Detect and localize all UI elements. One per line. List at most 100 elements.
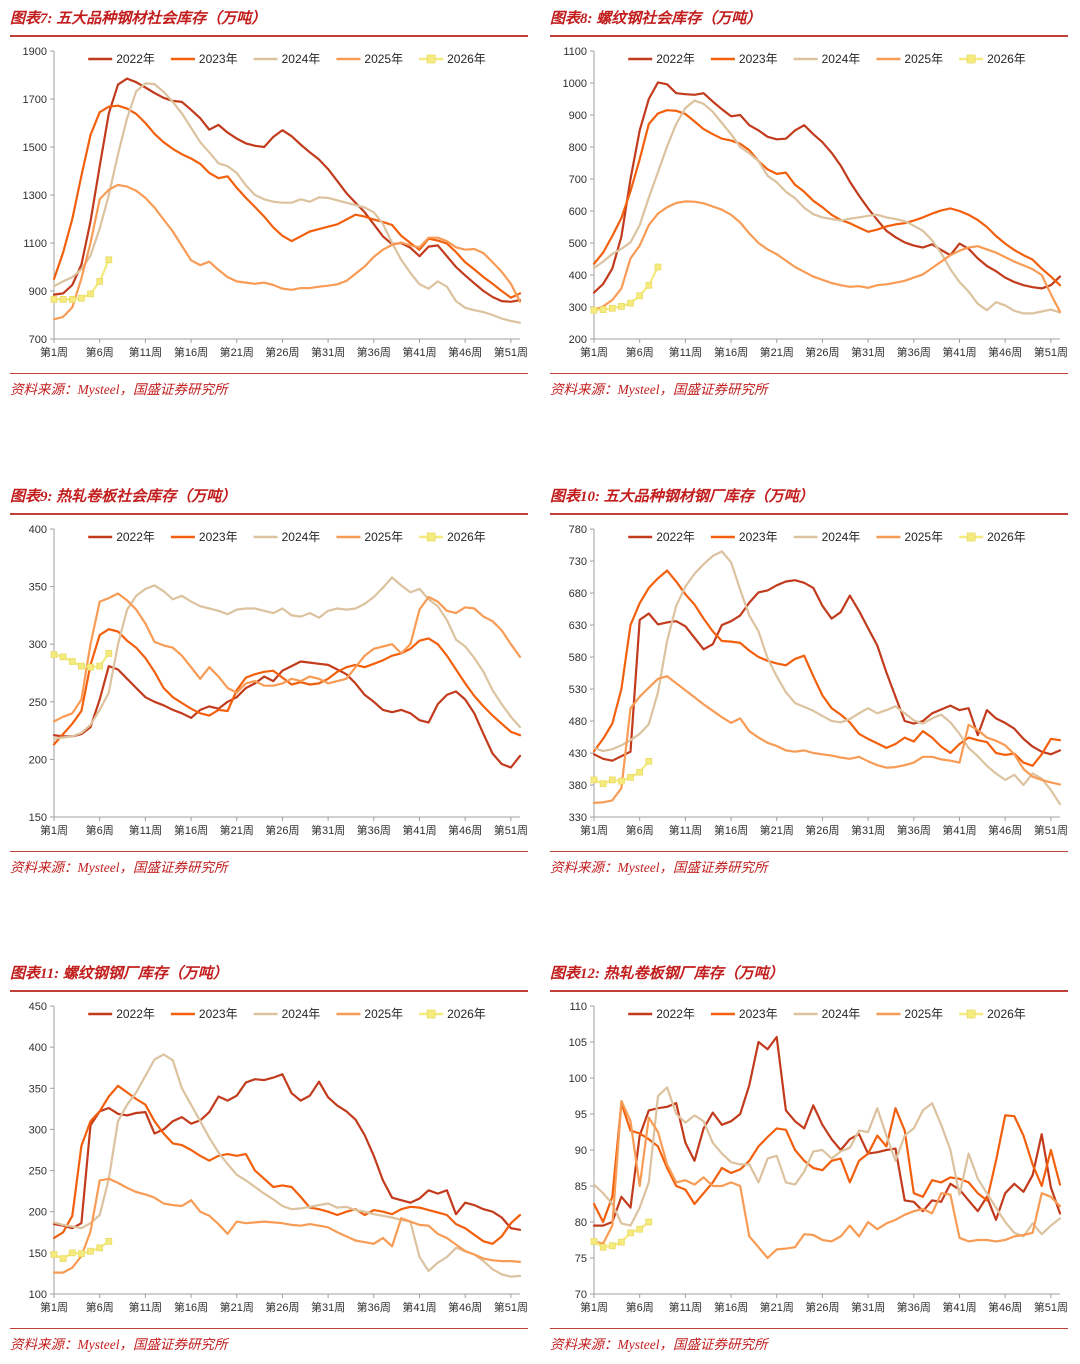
source-note: 资料来源：Mysteel，国盛证券研究所	[550, 860, 768, 875]
series-marker-2026年	[78, 294, 85, 302]
source-divider	[10, 1328, 528, 1329]
series-line-2025年	[592, 1099, 1062, 1260]
y-tick-label: 150	[29, 1248, 47, 1260]
legend-label: 2025年	[904, 1007, 943, 1021]
series-line-2024年	[52, 576, 522, 740]
series-marker-2026年	[636, 292, 644, 300]
series-marker-2026年	[627, 299, 634, 307]
legend-item: 2024年	[253, 530, 320, 544]
legend-item: 2022年	[628, 530, 695, 544]
x-tick-label: 第21周	[760, 1300, 794, 1314]
legend-label: 2024年	[822, 1007, 861, 1021]
y-tick-label: 1500	[23, 142, 47, 154]
y-tick-label: 780	[569, 524, 587, 536]
x-tick-label: 第16周	[174, 823, 208, 837]
y-tick-label: 75	[575, 1253, 587, 1265]
source-divider	[550, 1328, 1068, 1329]
source-note: 资料来源：Mysteel，国盛证券研究所	[10, 382, 228, 397]
series-marker-2026年	[590, 1238, 598, 1245]
y-tick-label: 800	[569, 142, 587, 154]
legend-marker	[966, 54, 976, 64]
series-line-2022年	[592, 1035, 1062, 1227]
legend-item: 2026年	[959, 1007, 1026, 1021]
x-tick-label: 第26周	[805, 345, 839, 359]
y-tick-label: 105	[569, 1037, 587, 1049]
legend-label: 2024年	[822, 52, 861, 66]
series-marker-2026年	[636, 1225, 644, 1233]
series-marker-2026年	[105, 256, 113, 264]
series-line-2025年	[592, 200, 1062, 313]
figure-panel-12: 图表12: 热轧卷板钢厂库存（万吨） 70 75 80 85 90 95 100 105 110…	[540, 955, 1080, 1364]
source-divider	[10, 851, 528, 852]
legend-label: 2026年	[987, 52, 1026, 66]
legend-label: 2022年	[116, 1007, 155, 1021]
legend-label: 2022年	[116, 530, 155, 544]
y-tick-label: 1000	[563, 78, 587, 90]
source-note: 资料来源：Mysteel，国盛证券研究所	[550, 1337, 768, 1352]
series-marker-2026年	[599, 306, 607, 313]
series-marker-2026年	[645, 281, 653, 289]
y-tick-label: 580	[569, 652, 587, 664]
x-tick-label: 第11周	[669, 345, 702, 359]
legend-item: 2026年	[419, 530, 486, 544]
series-line-2024年	[52, 82, 522, 324]
x-tick-label: 第46周	[988, 1300, 1022, 1314]
x-tick-label: 第26周	[265, 345, 299, 359]
series-line-2022年	[592, 81, 1062, 294]
y-tick-label: 1100	[563, 46, 587, 58]
x-tick-label: 第6周	[86, 1300, 114, 1314]
series-marker-2026年	[59, 296, 67, 303]
x-tick-label: 第21周	[220, 345, 254, 359]
legend-item: 2023年	[710, 530, 778, 544]
legend-label: 2025年	[364, 52, 403, 66]
x-tick-label: 第41周	[942, 823, 976, 837]
series-line-2023年	[52, 104, 522, 299]
legend-marker	[966, 532, 976, 542]
legend-item: 2022年	[88, 1007, 155, 1021]
series-marker-2026年	[87, 290, 94, 298]
series-line-2023年	[592, 569, 1062, 767]
legend-item: 2025年	[876, 530, 943, 544]
x-tick-label: 第46周	[448, 345, 482, 359]
legend-item: 2022年	[628, 1007, 695, 1021]
x-tick-label: 第21周	[220, 1300, 254, 1314]
x-tick-label: 第31周	[311, 823, 345, 837]
source-note: 资料来源：Mysteel，国盛证券研究所	[10, 1337, 228, 1352]
x-tick-label: 第31周	[851, 1300, 885, 1314]
series-line-2025年	[52, 1177, 522, 1274]
x-tick-label: 第1周	[40, 1300, 68, 1314]
x-tick-label: 第51周	[1034, 1300, 1068, 1314]
y-tick-label: 200	[29, 1207, 47, 1219]
source-divider	[550, 851, 1068, 852]
x-tick-label: 第41周	[942, 345, 976, 359]
x-tick-label: 第1周	[580, 345, 608, 359]
source-divider	[550, 373, 1068, 374]
x-tick-label: 第51周	[494, 345, 528, 359]
figure-title: 图表12: 热轧卷板钢厂库存（万吨）	[550, 966, 784, 982]
y-tick-label: 1700	[23, 94, 47, 106]
legend-item: 2025年	[336, 1007, 403, 1021]
x-tick-label: 第51周	[1034, 823, 1068, 837]
legend-item: 2024年	[253, 52, 320, 66]
x-tick-label: 第21周	[220, 823, 254, 837]
series-line-2022年	[52, 1073, 522, 1231]
x-tick-label: 第36周	[897, 345, 931, 359]
legend-label: 2025年	[904, 52, 943, 66]
y-tick-label: 250	[29, 697, 47, 709]
legend-marker	[966, 1009, 976, 1019]
figure-panel-11: 图表11: 螺纹钢钢厂库存（万吨） 100 150 200 250 300 350 400 4…	[0, 955, 540, 1364]
series-marker-2026年	[105, 650, 113, 657]
x-tick-label: 第16周	[714, 1300, 748, 1314]
y-tick-label: 450	[29, 1001, 47, 1013]
x-tick-label: 第46周	[988, 345, 1022, 359]
title-divider	[10, 990, 528, 992]
series-marker-2026年	[68, 658, 76, 665]
x-tick-label: 第6周	[86, 345, 114, 359]
x-tick-label: 第6周	[626, 823, 654, 837]
y-tick-label: 85	[575, 1181, 587, 1193]
legend-marker	[426, 1009, 436, 1019]
legend-item: 2023年	[170, 52, 238, 66]
series-marker-2026年	[590, 306, 598, 314]
legend-item: 2023年	[710, 52, 778, 66]
title-divider	[10, 35, 528, 37]
